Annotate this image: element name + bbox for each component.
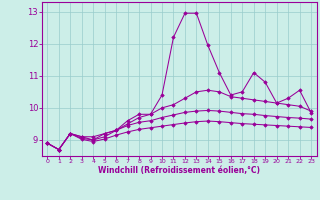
X-axis label: Windchill (Refroidissement éolien,°C): Windchill (Refroidissement éolien,°C) (98, 166, 260, 175)
